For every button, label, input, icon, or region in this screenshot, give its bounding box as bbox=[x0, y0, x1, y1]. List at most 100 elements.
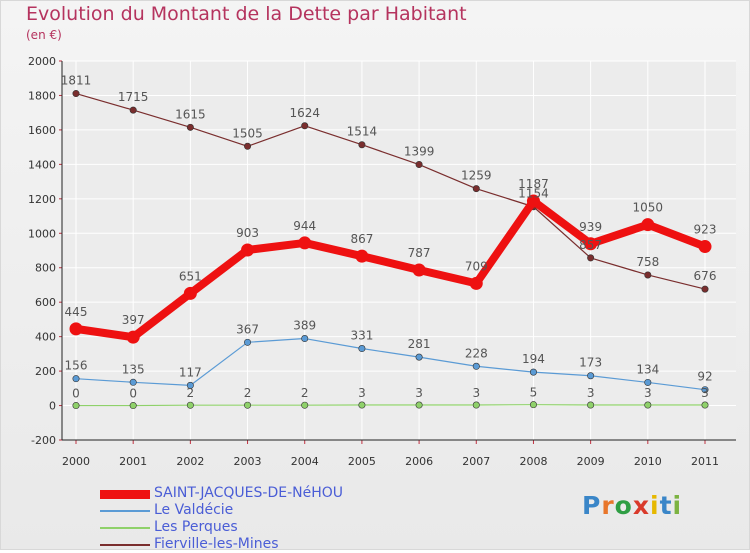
x-tick-label: 2001 bbox=[119, 455, 147, 468]
legend-swatch bbox=[100, 510, 150, 512]
data-point bbox=[644, 378, 652, 386]
data-label: 445 bbox=[65, 305, 88, 319]
data-label: 857 bbox=[579, 238, 602, 252]
data-point bbox=[701, 285, 709, 293]
series-line-les-perques bbox=[76, 404, 705, 407]
data-point bbox=[415, 161, 423, 169]
data-label: 389 bbox=[293, 319, 316, 333]
plot-area bbox=[62, 61, 736, 440]
y-tick-label: 600 bbox=[35, 296, 56, 309]
series-line-fierville-les-mines bbox=[75, 92, 706, 290]
data-point bbox=[183, 286, 197, 300]
legend-label: Les Perques bbox=[154, 519, 238, 535]
data-label: 3 bbox=[472, 386, 480, 400]
data-label: 1624 bbox=[289, 106, 320, 120]
data-point bbox=[298, 236, 312, 250]
y-tick-label: 1200 bbox=[28, 193, 56, 206]
y-tick-label: 1800 bbox=[28, 89, 56, 102]
data-point bbox=[355, 249, 369, 263]
x-tick-label: 2008 bbox=[519, 455, 547, 468]
data-label: 0 bbox=[72, 387, 80, 401]
data-point bbox=[244, 142, 252, 150]
y-tick-label: 400 bbox=[35, 331, 56, 344]
logo-letter: r bbox=[601, 491, 615, 520]
y-tick-label: 1000 bbox=[28, 227, 56, 240]
x-tick-label: 2002 bbox=[176, 455, 204, 468]
data-label: 117 bbox=[179, 365, 202, 379]
data-point bbox=[529, 368, 537, 376]
data-point bbox=[587, 401, 595, 409]
data-point bbox=[587, 254, 595, 262]
data-point bbox=[644, 271, 652, 279]
data-point bbox=[472, 362, 480, 370]
data-point bbox=[469, 276, 483, 290]
data-label: 1187 bbox=[518, 177, 549, 191]
data-label: 134 bbox=[636, 362, 659, 376]
data-point bbox=[301, 401, 309, 409]
data-label: 1615 bbox=[175, 107, 206, 121]
chart-title: Evolution du Montant de la Dette par Hab… bbox=[26, 3, 467, 25]
logo-letter: i bbox=[650, 491, 660, 520]
legend-label: Le Valdécie bbox=[154, 502, 234, 518]
data-label: 156 bbox=[65, 359, 88, 373]
data-label: 903 bbox=[236, 226, 259, 240]
data-label: 758 bbox=[636, 255, 659, 269]
chart-subtitle: (en €) bbox=[26, 28, 62, 42]
data-point bbox=[72, 402, 80, 410]
x-tick-label: 2006 bbox=[405, 455, 433, 468]
data-point bbox=[72, 375, 80, 383]
data-point bbox=[129, 106, 137, 114]
data-point bbox=[69, 322, 83, 336]
data-point bbox=[415, 353, 423, 361]
data-label: 331 bbox=[350, 329, 373, 343]
data-label: 676 bbox=[694, 269, 717, 283]
data-point bbox=[72, 90, 80, 98]
x-tick-label: 2011 bbox=[691, 455, 719, 468]
data-label: 135 bbox=[122, 362, 145, 376]
data-point bbox=[244, 401, 252, 409]
data-label: 1505 bbox=[232, 126, 263, 140]
y-tick-label: 1600 bbox=[28, 124, 56, 137]
data-point bbox=[186, 123, 194, 131]
data-point bbox=[472, 185, 480, 193]
data-label: 651 bbox=[179, 269, 202, 283]
data-point bbox=[126, 330, 140, 344]
data-label: 939 bbox=[579, 220, 602, 234]
data-point bbox=[584, 237, 598, 251]
data-point bbox=[415, 401, 423, 409]
data-label: 367 bbox=[236, 322, 259, 336]
x-tick-label: 2000 bbox=[62, 455, 90, 468]
data-point bbox=[526, 194, 540, 208]
data-point bbox=[587, 372, 595, 380]
data-label: 709 bbox=[465, 259, 488, 273]
data-point bbox=[129, 402, 137, 410]
data-point bbox=[701, 401, 709, 409]
legend-swatch bbox=[100, 489, 150, 499]
data-label: 1259 bbox=[461, 169, 492, 183]
series-line-saint-jacques-de-n-hou bbox=[75, 197, 707, 342]
y-tick-label: 0 bbox=[49, 400, 56, 413]
logo-letter: i bbox=[672, 491, 683, 520]
data-point bbox=[644, 401, 652, 409]
data-point bbox=[186, 401, 194, 409]
logo-letter: x bbox=[632, 491, 650, 520]
data-label: 923 bbox=[694, 223, 717, 237]
data-label: 397 bbox=[122, 313, 145, 327]
data-label: 3 bbox=[587, 386, 595, 400]
data-point bbox=[358, 345, 366, 353]
data-label: 3 bbox=[358, 386, 366, 400]
data-label: 787 bbox=[408, 246, 431, 260]
data-point bbox=[529, 401, 537, 409]
y-tick-label: 1400 bbox=[28, 158, 56, 171]
data-point bbox=[301, 335, 309, 343]
x-tick-label: 2007 bbox=[462, 455, 490, 468]
data-label: 1154 bbox=[518, 187, 549, 201]
legend-label: Fierville-les-Mines bbox=[154, 536, 279, 552]
data-point bbox=[641, 218, 655, 232]
data-point bbox=[241, 243, 255, 257]
y-tick-label: -200 bbox=[31, 434, 56, 447]
data-label: 0 bbox=[129, 387, 137, 401]
data-label: 1811 bbox=[61, 74, 92, 88]
data-label: 3 bbox=[701, 386, 709, 400]
